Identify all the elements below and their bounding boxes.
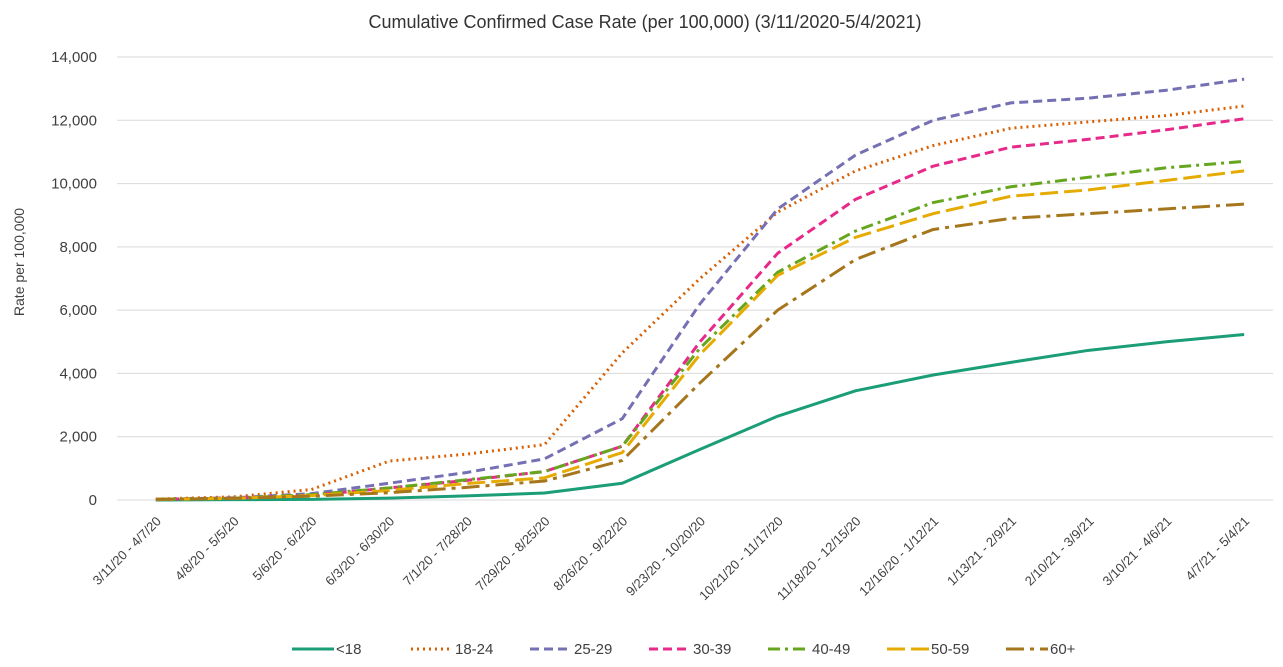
y-tick-label: 4,000 — [59, 365, 97, 382]
x-tick-label: 2/10/21 - 3/9/21 — [1022, 514, 1097, 589]
x-tick-label: 8/26/20 - 9/22/20 — [550, 514, 630, 594]
y-tick-label: 8,000 — [59, 239, 97, 256]
series-line — [155, 333, 1245, 502]
series-line — [155, 77, 1245, 501]
legend-label: 30-39 — [693, 641, 731, 658]
series-line — [155, 104, 1245, 501]
y-tick-label: 12,000 — [51, 112, 97, 129]
x-tick-label: 3/11/20 - 4/7/20 — [90, 514, 164, 588]
y-tick-label: 0 — [89, 492, 97, 509]
legend-label: 50-59 — [931, 641, 969, 658]
legend-label: <18 — [336, 641, 361, 658]
legend-label: 18-24 — [455, 641, 493, 658]
legend-label: 25-29 — [574, 641, 612, 658]
x-tick-label: 10/21/20 - 11/17/20 — [696, 514, 786, 604]
x-tick-label: 11/18/20 - 12/15/20 — [774, 514, 864, 604]
x-tick-label: 12/16/20 - 1/12/21 — [856, 514, 941, 599]
y-tick-label: 10,000 — [51, 176, 97, 193]
x-tick-label: 3/10/21 - 4/6/21 — [1100, 514, 1175, 589]
x-tick-label: 1/13/21 - 2/9/21 — [944, 514, 1019, 589]
x-tick-label: 9/23/20 - 10/20/20 — [623, 514, 708, 599]
y-tick-label: 6,000 — [59, 302, 97, 319]
chart-title: Cumulative Confirmed Case Rate (per 100,… — [369, 12, 922, 32]
x-tick-label: 6/3/20 - 6/30/20 — [322, 514, 397, 589]
x-tick-label: 4/8/20 - 5/5/20 — [172, 514, 242, 584]
y-axis-label: Rate per 100,000 — [11, 208, 27, 316]
series-line — [155, 202, 1245, 501]
legend-label: 40-49 — [812, 641, 850, 658]
x-tick-label: 7/1/20 - 7/28/20 — [400, 514, 475, 589]
legend-label: 60+ — [1050, 641, 1076, 658]
x-tick-label: 5/6/20 - 6/2/20 — [250, 514, 320, 584]
x-tick-label: 4/7/21 - 5/4/21 — [1182, 514, 1252, 584]
x-tick-label: 7/29/20 - 8/25/20 — [473, 514, 553, 594]
y-tick-label: 14,000 — [51, 49, 97, 66]
series-line — [155, 117, 1245, 501]
y-tick-label: 2,000 — [59, 429, 97, 446]
